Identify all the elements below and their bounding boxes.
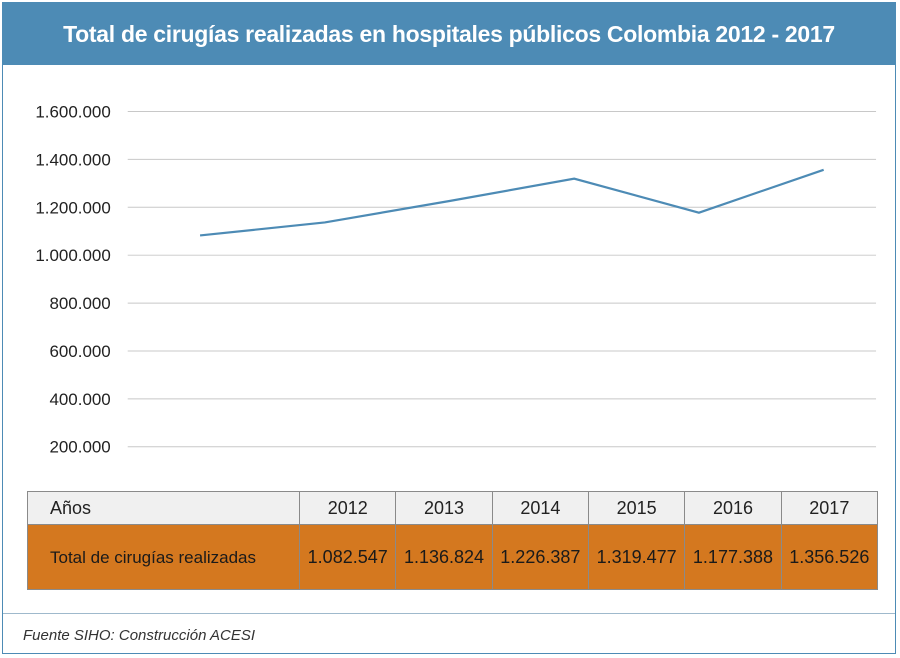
table-row-label: Total de cirugías realizadas [26,524,301,590]
data-table: Años 2012 2013 2014 2015 2016 2017 Total… [26,491,879,590]
table-value-cell: 1.226.387 [491,524,590,590]
table-value-row: Total de cirugías realizadas 1.082.547 1… [26,524,879,590]
line-chart: 200.000 400.000 600.000 800.000 1.000.000 1.2… [35,102,877,457]
y-tick-label: 800.000 [49,294,110,313]
table-year-cell: 2015 [587,491,686,525]
table-value-cell: 1.177.388 [684,524,782,590]
gridlines [127,111,877,448]
y-tick-label: 1.200.000 [35,198,110,217]
series-lines [199,168,825,237]
y-axis-ticks: 200.000 400.000 600.000 800.000 1.000.000 1.2… [35,102,110,456]
y-tick-label: 400.000 [49,390,110,409]
table-year-cell: 2014 [491,491,590,525]
footer-divider [3,613,895,614]
table-value-cell: 1.319.477 [587,524,686,590]
table-value-cell: 1.082.547 [299,524,397,590]
source-note: Fuente SIHO: Construcción ACESI [23,627,256,644]
y-tick-label: 200.000 [49,438,110,457]
chart-title: Total de cirugías realizadas en hospital… [3,3,895,65]
table-year-cell: 2012 [299,491,397,525]
y-tick-label: 1.400.000 [35,150,110,169]
y-tick-label: 600.000 [49,342,110,361]
table-year-cell: 2016 [684,491,782,525]
table-header-label: Años [26,491,301,525]
table-header-row: Años 2012 2013 2014 2015 2016 2017 [26,491,879,525]
table-year-cell: 2013 [395,491,493,525]
table-value-cell: 1.136.824 [395,524,493,590]
table-value-cell: 1.356.526 [780,524,879,590]
y-tick-label: 1.000.000 [35,246,110,265]
y-tick-label: 1.600.000 [35,102,110,121]
table-year-cell: 2017 [780,491,879,525]
series-line [199,168,825,237]
